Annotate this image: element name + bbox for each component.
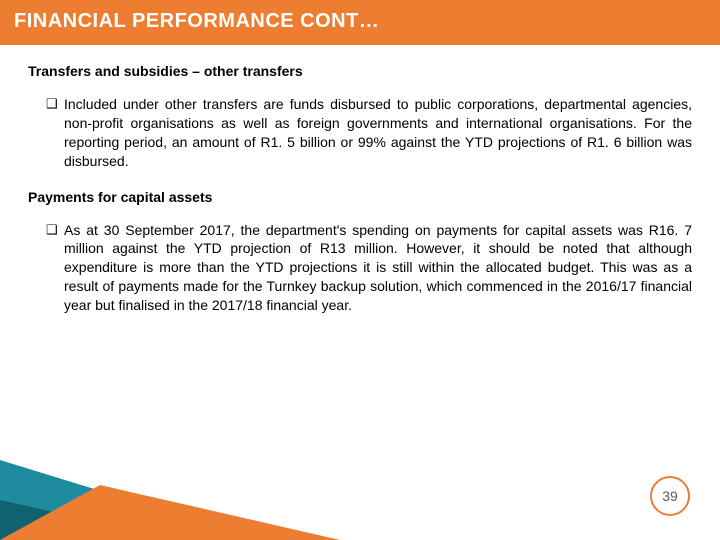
bullet-marker-icon: ❑ bbox=[46, 221, 64, 315]
page-number: 39 bbox=[662, 488, 678, 504]
bullet-marker-icon: ❑ bbox=[46, 95, 64, 171]
page-number-badge: 39 bbox=[650, 476, 690, 516]
bullet-item: ❑ As at 30 September 2017, the departmen… bbox=[46, 221, 692, 315]
title-bar: FINANCIAL PERFORMANCE CONT… bbox=[0, 0, 720, 45]
slide: FINANCIAL PERFORMANCE CONT… Transfers an… bbox=[0, 0, 720, 540]
bullet-text: Included under other transfers are funds… bbox=[64, 95, 692, 171]
bullet-text: As at 30 September 2017, the department'… bbox=[64, 221, 692, 315]
section-heading-1: Transfers and subsidies – other transfer… bbox=[28, 63, 692, 79]
slide-content: Transfers and subsidies – other transfer… bbox=[0, 45, 720, 315]
bullet-item: ❑ Included under other transfers are fun… bbox=[46, 95, 692, 171]
section-heading-2: Payments for capital assets bbox=[28, 189, 692, 205]
footer-decoration bbox=[0, 430, 720, 540]
slide-title: FINANCIAL PERFORMANCE CONT… bbox=[14, 10, 379, 32]
